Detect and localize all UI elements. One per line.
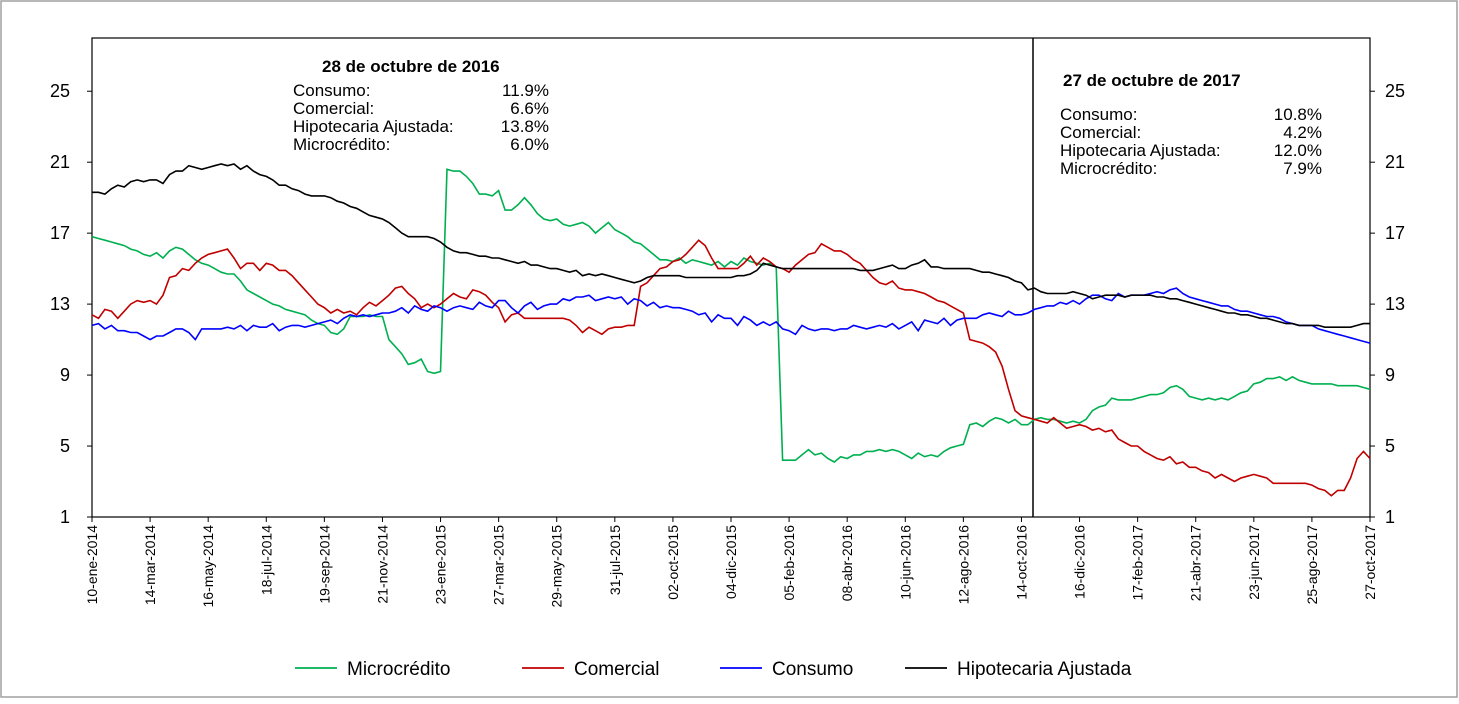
- annotation-title: 27 de octubre de 2017: [1063, 71, 1241, 90]
- x-tick-label: 27-mar-2015: [491, 525, 507, 605]
- annotation-label: Consumo:: [293, 81, 370, 100]
- y-tick-label: 25: [50, 81, 70, 101]
- y2-tick-label: 5: [1385, 436, 1395, 456]
- y2-tick-label: 25: [1385, 81, 1405, 101]
- x-tick-label: 05-feb-2016: [781, 525, 797, 601]
- annotation-label: Comercial:: [293, 99, 374, 118]
- annotation-value: 11.9%: [502, 81, 549, 100]
- x-tick-label: 29-may-2015: [549, 525, 565, 608]
- y-tick-label: 5: [60, 436, 70, 456]
- annotation-value: 6.6%: [510, 99, 549, 118]
- y-tick-label: 17: [50, 223, 70, 243]
- x-tick-label: 04-dic-2015: [723, 525, 739, 599]
- x-tick-label: 21-nov-2014: [374, 525, 390, 604]
- y-tick-label: 1: [60, 507, 70, 527]
- data-line: [91, 287, 1371, 344]
- x-tick-label: 08-abr-2016: [839, 525, 855, 601]
- annotation-value: 7.9%: [1283, 159, 1322, 178]
- x-tick-label: 19-sep-2014: [316, 525, 332, 604]
- annotation-label: Hipotecaria Ajustada:: [293, 117, 454, 136]
- y2-tick-label: 9: [1385, 365, 1395, 385]
- x-tick-label: 12-ago-2016: [955, 525, 971, 605]
- annotation-label: Microcrédito:: [293, 135, 390, 154]
- annotation-value: 6.0%: [510, 135, 549, 154]
- annotation-label: Consumo:: [1060, 105, 1137, 124]
- annotation-value: 10.8%: [1274, 105, 1322, 124]
- x-tick-label: 16-dic-2016: [1072, 525, 1088, 599]
- x-tick-label: 14-mar-2014: [142, 525, 158, 605]
- y-tick-label: 13: [50, 294, 70, 314]
- legend-label: Comercial: [574, 659, 660, 680]
- y2-tick-label: 21: [1385, 152, 1405, 172]
- x-tick-label: 18-jul-2014: [258, 525, 274, 595]
- annotation-value: 12.0%: [1274, 141, 1322, 160]
- x-tick-label: 21-abr-2017: [1188, 525, 1204, 601]
- y-tick-label: 21: [50, 152, 70, 172]
- x-tick-label: 14-oct-2016: [1013, 525, 1029, 600]
- y2-tick-label: 1: [1385, 507, 1395, 527]
- x-tick-label: 23-ene-2015: [433, 525, 449, 605]
- x-tick-label: 10-jun-2016: [897, 525, 913, 600]
- x-tick-label: 27-oct-2017: [1362, 525, 1378, 600]
- annotation-title: 28 de octubre de 2016: [322, 57, 500, 76]
- data-line: [91, 239, 1371, 497]
- y2-tick-label: 13: [1385, 294, 1405, 314]
- data-line: [92, 163, 1370, 328]
- x-tick-label: 31-jul-2015: [607, 525, 623, 595]
- legend-label: Hipotecaria Ajustada: [957, 659, 1132, 680]
- annotation-label: Hipotecaria Ajustada:: [1060, 141, 1221, 160]
- data-line: [91, 168, 1371, 463]
- x-tick-label: 23-jun-2017: [1246, 525, 1262, 600]
- legend-label: Consumo: [772, 659, 853, 680]
- y-tick-label: 9: [60, 365, 70, 385]
- x-tick-label: 02-oct-2015: [665, 525, 681, 600]
- x-tick-label: 17-feb-2017: [1130, 525, 1146, 601]
- x-tick-label: 16-may-2014: [200, 525, 216, 608]
- annotation-label: Microcrédito:: [1060, 159, 1157, 178]
- annotation-value: 4.2%: [1283, 123, 1322, 142]
- x-tick-label: 25-ago-2017: [1304, 525, 1320, 605]
- y2-tick-label: 17: [1385, 223, 1405, 243]
- legend-label: Microcrédito: [347, 659, 450, 680]
- annotation-value: 13.8%: [501, 117, 549, 136]
- annotation-label: Comercial:: [1060, 123, 1141, 142]
- x-tick-label: 10-ene-2014: [84, 525, 100, 605]
